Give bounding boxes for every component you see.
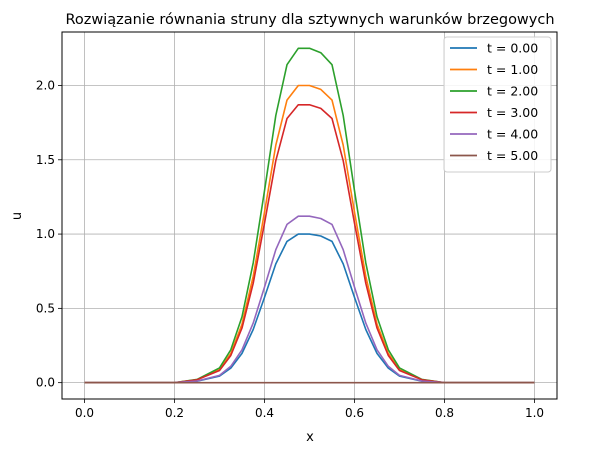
legend: t = 0.00 t = 1.00 t = 2.00 t = 3.00 t = 4.00…	[443, 36, 552, 173]
y-tick-label: 0.0	[36, 376, 55, 390]
legend-label: t = 4.00	[487, 127, 538, 142]
x-tick-label: 0.2	[165, 406, 184, 420]
x-tick-label: 0.8	[435, 406, 454, 420]
x-tick-label: 0.4	[255, 406, 274, 420]
legend-label: t = 0.00	[487, 41, 538, 56]
legend-box	[443, 36, 552, 173]
series-layer	[84, 47, 535, 384]
y-tick-label: 2.0	[36, 78, 55, 92]
y-tick-label: 0.5	[36, 301, 55, 315]
plot-frame	[61, 31, 558, 400]
x-tick-label: 1.0	[525, 406, 544, 420]
legend-label: t = 2.00	[487, 84, 538, 99]
x-axis-ticks: 0.0 0.2 0.4 0.6 0.8 1.0	[75, 399, 544, 420]
y-tick-label: 1.5	[36, 153, 55, 167]
legend-label: t = 1.00	[487, 62, 538, 77]
legend-label: t = 5.00	[487, 148, 538, 163]
x-axis-label: x	[306, 430, 314, 445]
x-tick-label: 0.6	[345, 406, 364, 420]
y-axis-label: u	[10, 212, 25, 220]
y-tick-label: 1.0	[36, 227, 55, 241]
chart-title: Rozwiązanie równania struny dla sztywnyc…	[65, 12, 554, 28]
x-tick-label: 0.0	[75, 406, 94, 420]
legend-label: t = 3.00	[487, 105, 538, 120]
y-axis-ticks: 0.0 0.5 1.0 1.5 2.0	[36, 78, 62, 390]
series-line	[84, 215, 535, 384]
